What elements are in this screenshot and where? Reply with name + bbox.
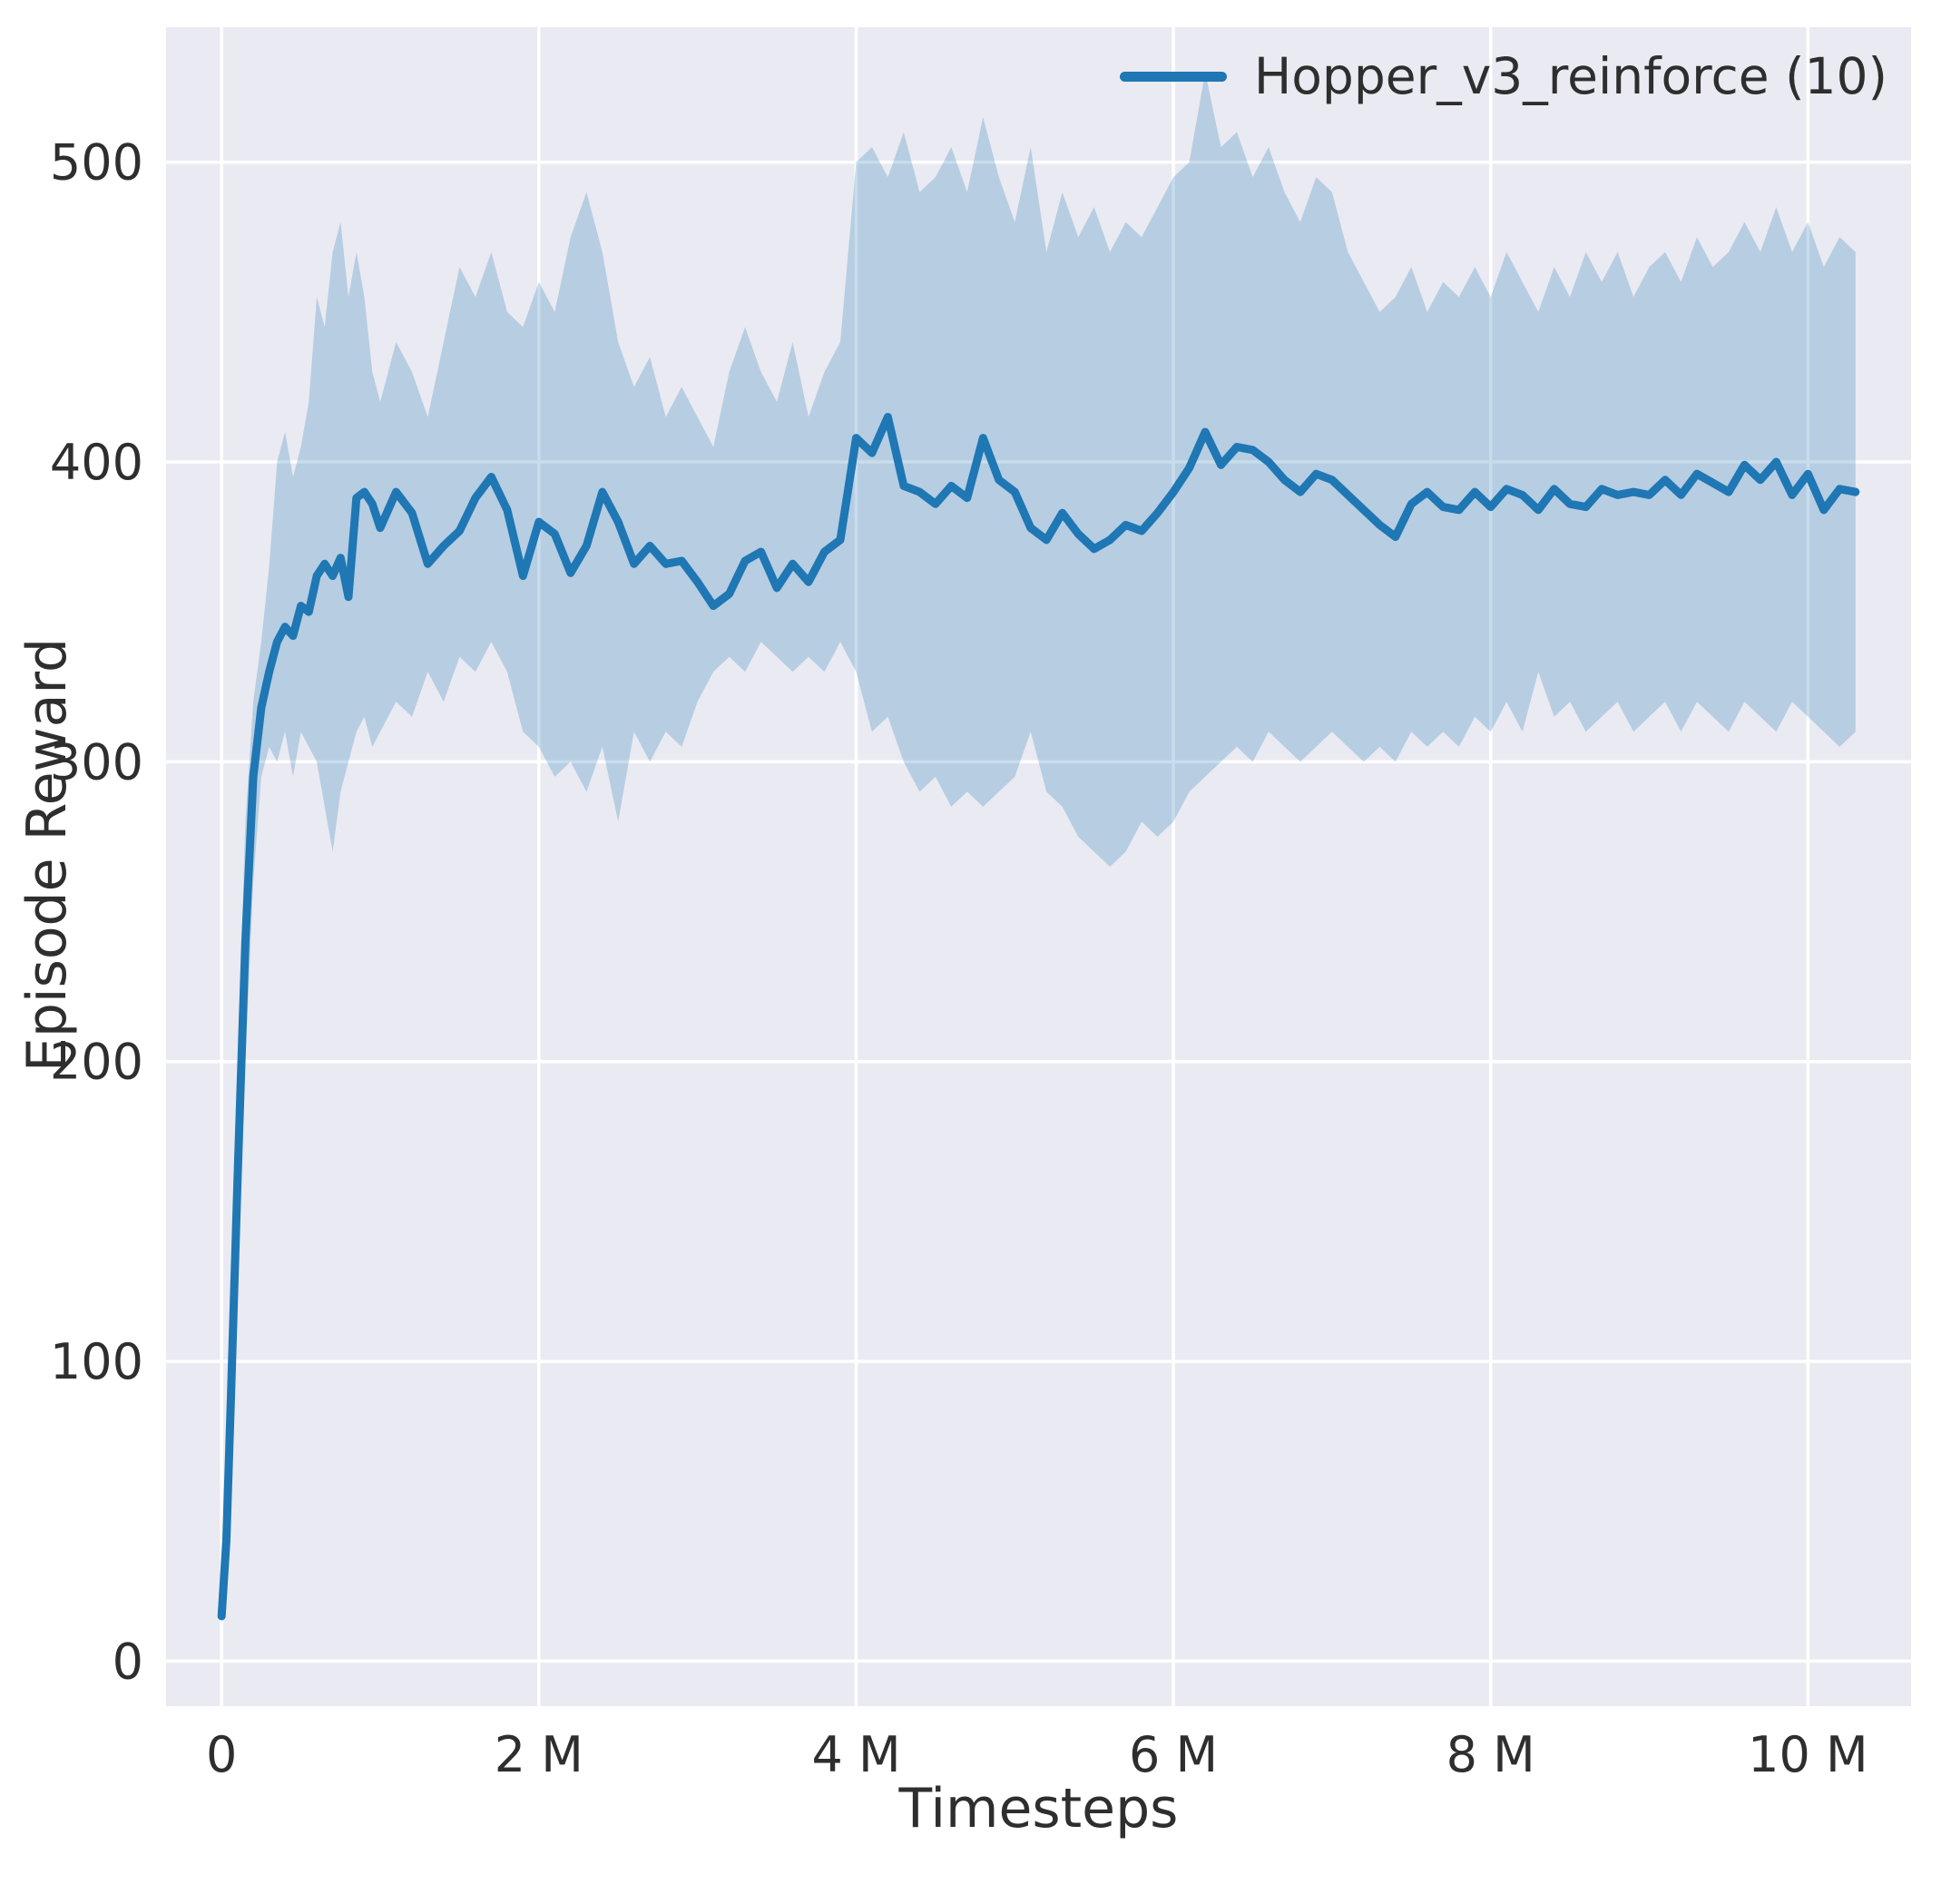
y-tick-label: 300 (50, 733, 143, 790)
x-tick-label: 10 M (1748, 1726, 1868, 1783)
x-tick-label: 8 M (1446, 1726, 1535, 1783)
x-axis-label: Timesteps (898, 1777, 1179, 1840)
legend: Hopper_v3_reinforce (10) (1119, 47, 1887, 105)
y-tick-label: 500 (50, 134, 143, 191)
y-tick-label: 100 (50, 1333, 143, 1390)
legend-label: Hopper_v3_reinforce (10) (1253, 47, 1887, 105)
x-tick-label: 6 M (1129, 1726, 1218, 1783)
plot-panel (166, 27, 1911, 1706)
x-tick-label: 4 M (811, 1726, 900, 1783)
y-tick-label: 200 (50, 1034, 143, 1091)
mean-reward-line (217, 413, 1860, 1621)
y-tick-label: 400 (50, 434, 143, 491)
confidence-band (221, 72, 1856, 1625)
x-tick-label: 2 M (495, 1726, 583, 1783)
y-tick-label: 0 (113, 1633, 143, 1690)
x-tick-label: 0 (206, 1726, 237, 1783)
y-axis-label: Episode Reward (15, 637, 79, 1073)
legend-line-icon (1119, 71, 1227, 82)
